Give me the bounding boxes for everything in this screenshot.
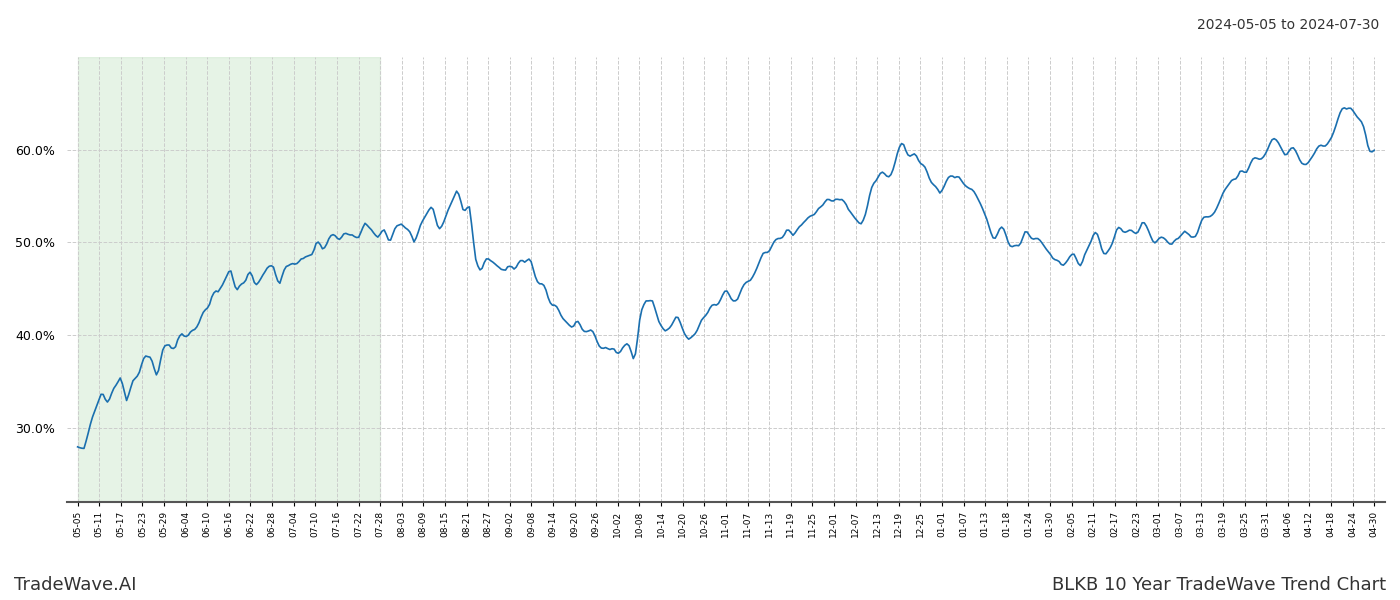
Text: TradeWave.AI: TradeWave.AI xyxy=(14,576,137,594)
Text: 2024-05-05 to 2024-07-30: 2024-05-05 to 2024-07-30 xyxy=(1197,18,1379,32)
Bar xyxy=(77,57,381,502)
Text: BLKB 10 Year TradeWave Trend Chart: BLKB 10 Year TradeWave Trend Chart xyxy=(1051,576,1386,594)
